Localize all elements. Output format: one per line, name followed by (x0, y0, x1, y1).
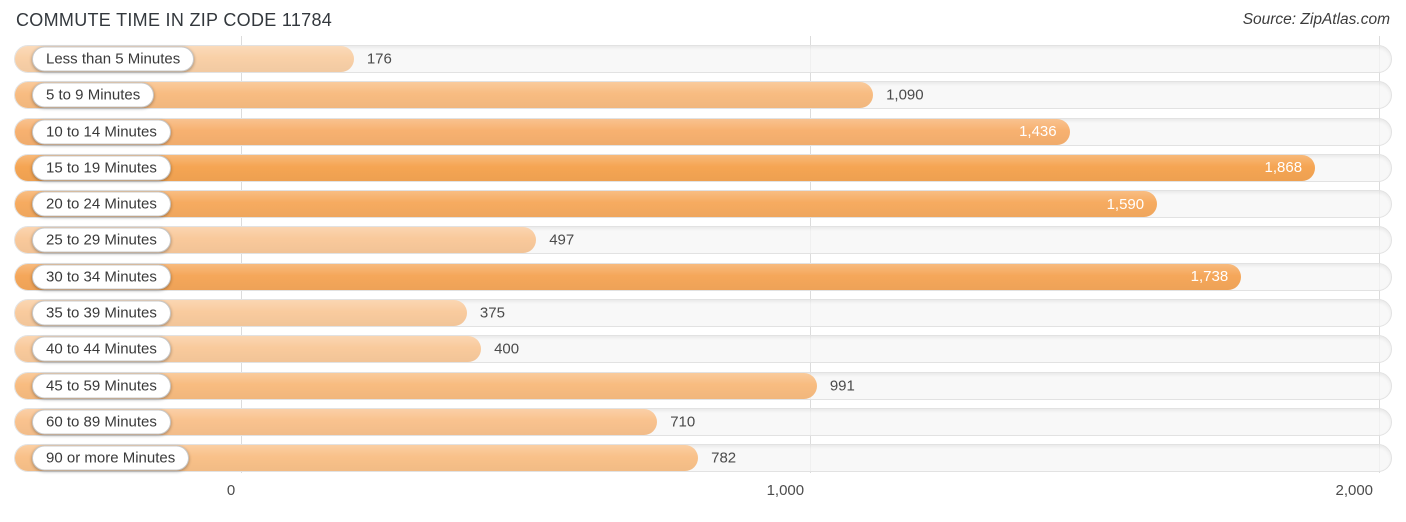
category-label: 10 to 14 Minutes (32, 119, 171, 145)
x-axis-tick-label: 2,000 (1335, 482, 1374, 500)
bar-rows: Less than 5 Minutes 176 5 to 9 Minutes 1,09… (14, 45, 1392, 473)
category-label: 45 to 59 Minutes (32, 373, 171, 399)
x-axis: 0 1,000 2,000 (14, 479, 1392, 503)
bar-chart: Less than 5 Minutes 176 5 to 9 Minutes 1,09… (14, 36, 1392, 503)
bar-row: 40 to 44 Minutes 400 (14, 335, 1392, 364)
value-label: 400 (494, 340, 520, 358)
gridline (241, 36, 243, 474)
bar-row: 1,590 20 to 24 Minutes (14, 190, 1392, 219)
bar (15, 82, 874, 109)
category-label: 15 to 19 Minutes (32, 155, 171, 181)
chart-header: COMMUTE TIME IN ZIP CODE 11784 Source: Z… (0, 0, 1406, 36)
category-label: 5 to 9 Minutes (32, 82, 155, 108)
value-label: 497 (549, 231, 575, 249)
value-label: 176 (366, 50, 392, 68)
gridlines (14, 36, 1392, 474)
value-label: 782 (711, 449, 737, 467)
gridline (1379, 36, 1381, 474)
value-label: 710 (670, 413, 696, 431)
bar-row: 45 to 59 Minutes 991 (14, 371, 1392, 400)
bar-row: 90 or more Minutes 782 (14, 444, 1392, 473)
category-label: 25 to 29 Minutes (32, 227, 171, 253)
x-axis-tick-label: 1,000 (766, 482, 805, 500)
category-label: Less than 5 Minutes (32, 46, 195, 72)
bar-row: 25 to 29 Minutes 497 (14, 226, 1392, 255)
category-label: 35 to 39 Minutes (32, 300, 171, 326)
value-label: 1,738 (1190, 268, 1229, 286)
bar-row: 1,738 30 to 34 Minutes (14, 262, 1392, 291)
x-axis-tick-label: 0 (226, 482, 236, 500)
value-label: 375 (479, 304, 505, 322)
bar: 1,868 (15, 154, 1316, 181)
category-label: 20 to 24 Minutes (32, 191, 171, 217)
bar-row: 5 to 9 Minutes 1,090 (14, 81, 1392, 110)
value-label: 1,436 (1019, 123, 1057, 141)
category-label: 90 or more Minutes (32, 445, 190, 471)
category-label: 40 to 44 Minutes (32, 336, 171, 362)
bar-row: 60 to 89 Minutes 710 (14, 407, 1392, 436)
value-label: 1,590 (1106, 195, 1145, 213)
value-label: 1,868 (1264, 159, 1303, 177)
value-label: 991 (829, 377, 855, 395)
commute-time-chart-page: COMMUTE TIME IN ZIP CODE 11784 Source: Z… (0, 0, 1406, 503)
bar: 1,738 (15, 263, 1242, 290)
gridline (810, 36, 812, 474)
bar: 1,590 (15, 191, 1158, 218)
category-label: 30 to 34 Minutes (32, 264, 171, 290)
bar-row: Less than 5 Minutes 176 (14, 45, 1392, 73)
bar-row: 1,868 15 to 19 Minutes (14, 153, 1392, 182)
source-attribution: Source: ZipAtlas.com (1242, 11, 1390, 28)
bar-row: 1,436 10 to 14 Minutes (14, 117, 1392, 146)
bar: 1,436 (15, 118, 1070, 145)
chart-title: COMMUTE TIME IN ZIP CODE 11784 (16, 10, 333, 30)
value-label: 1,090 (886, 86, 924, 104)
bar-row: 35 to 39 Minutes 375 (14, 299, 1392, 328)
category-label: 60 to 89 Minutes (32, 409, 171, 435)
